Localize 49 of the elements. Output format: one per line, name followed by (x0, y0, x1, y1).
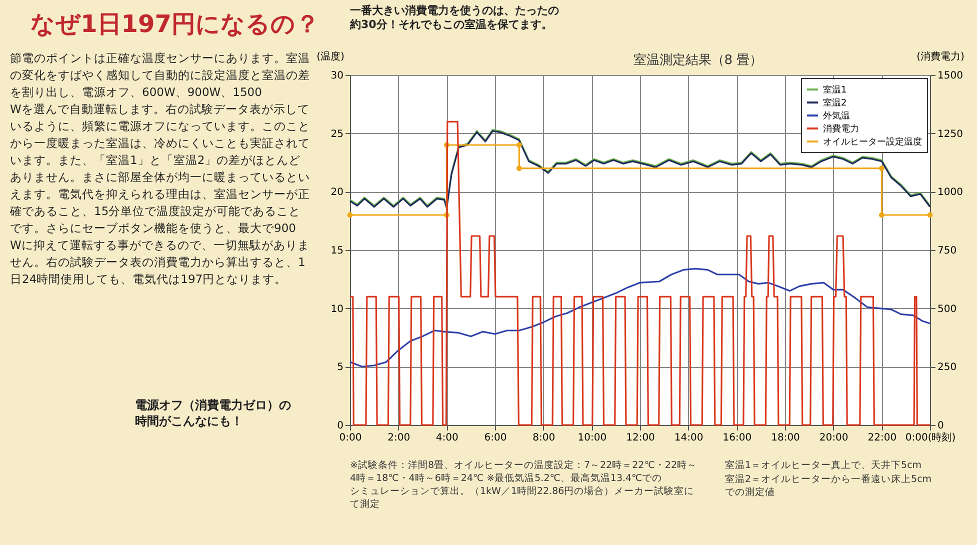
x-tick-label: 10:00 (578, 432, 607, 444)
line-series (349, 268, 931, 368)
legend-label: 室温2 (823, 98, 847, 108)
x-tick-label: 6:00 (484, 432, 507, 444)
legend-label: 消費電力 (823, 124, 859, 134)
x-tick-label: 8:00 (532, 432, 556, 444)
text: 節電のポイントは正確な温度センサーにあります。室温の変化をすばやく感知して自動的に設定温度と室温の差を割り出し、電源オフ、600W、900W、1500Wを選んで自動運転します。右の試験データ表が示しているように、頻繁に電源オフになっています。このことから一度暖まった室温は、冷めにくいことも実証されています。また、「室温1」と「室温2」の差がほとんどありません。まさに部屋全体が均一に暖まっているといえます。電気代を抑えられる理由は、室温センサーが正確であること、15分単位で温度設定が可能であることです。さらにセーブボタン機能を使うと、最大で900Wに抑えて運転する事ができるので、一切無駄がありません。右の試験データ表の消費電力から算出すると、1日24時間使用しても、電気代は197円となります。 (10, 51, 310, 286)
chart-title: 室温測定結果（8 畳） (633, 52, 763, 68)
x-tick-label: 16:00 (722, 432, 752, 444)
legend-label: 外気温 (823, 110, 850, 122)
text: 室温2＝オイルヒーターから一番遠い床上5cmでの測定値 (725, 473, 932, 498)
x-tick-label: 22:00 (868, 432, 897, 444)
y-tick-label: 30 (330, 70, 344, 82)
x-tick-label: 12:00 (626, 432, 655, 444)
point (516, 166, 522, 172)
text: ※試験条件：洋間8畳、オイルヒーターの温度設定：7～22時＝22℃・22時～4時＝18℃・4時～6時＝24℃ ※最低気温5.2℃、最高気温13.4℃でのシミュレーションで算出。（1kW／1時間22.86円の場合）メーカー試験室にて測定 (350, 459, 697, 510)
y2-tick-label: 500 (938, 304, 957, 315)
y-tick-label: 15 (330, 246, 344, 256)
y-tick-label: 5 (337, 362, 344, 374)
x-tick-label: 20:00 (819, 432, 848, 444)
point (878, 166, 884, 172)
point (878, 212, 884, 218)
y-tick-label: 20 (330, 187, 344, 198)
y-tick-label: 25 (330, 128, 344, 140)
legend-label: 室温1 (823, 84, 847, 96)
y2-axis-title: (消費電力) (916, 50, 964, 62)
text: 一番大きい消費電力を使うのは、たったの約30分！それでもこの室温を保てます。 (349, 4, 559, 31)
x-tick-label: 4:00 (436, 432, 458, 444)
x-tick-label: 14:00 (674, 432, 704, 444)
y-axis-title: (温度) (316, 50, 344, 62)
y2-tick-label: 250 (938, 362, 957, 374)
x-tick-label: 0:00(時刻) (905, 432, 956, 444)
y-tick-label: 10 (330, 304, 344, 315)
x-tick-label: 2:00 (388, 432, 410, 444)
x-tick-label: 0:00 (339, 432, 362, 444)
text: なぜ1日197円になるの？ (30, 10, 320, 38)
x-tick-label: 18:00 (771, 432, 800, 444)
y2-tick-label: 1000 (938, 187, 963, 198)
text: 室温1＝オイルヒーター真上で、天井下5cm (725, 459, 922, 471)
y2-tick-label: 1500 (938, 70, 963, 82)
text: 電源オフ（消費電力ゼロ）の時間がこんなにも！ (135, 398, 291, 428)
point (347, 212, 353, 218)
y2-tick-label: 1250 (938, 128, 963, 140)
point (927, 212, 933, 218)
y2-tick-label: 750 (938, 246, 957, 256)
y-tick-label: 0 (337, 420, 344, 432)
point (516, 142, 522, 148)
legend-label: オイルヒーター設定温度 (823, 136, 922, 148)
y2-tick-label: 0 (938, 420, 944, 432)
